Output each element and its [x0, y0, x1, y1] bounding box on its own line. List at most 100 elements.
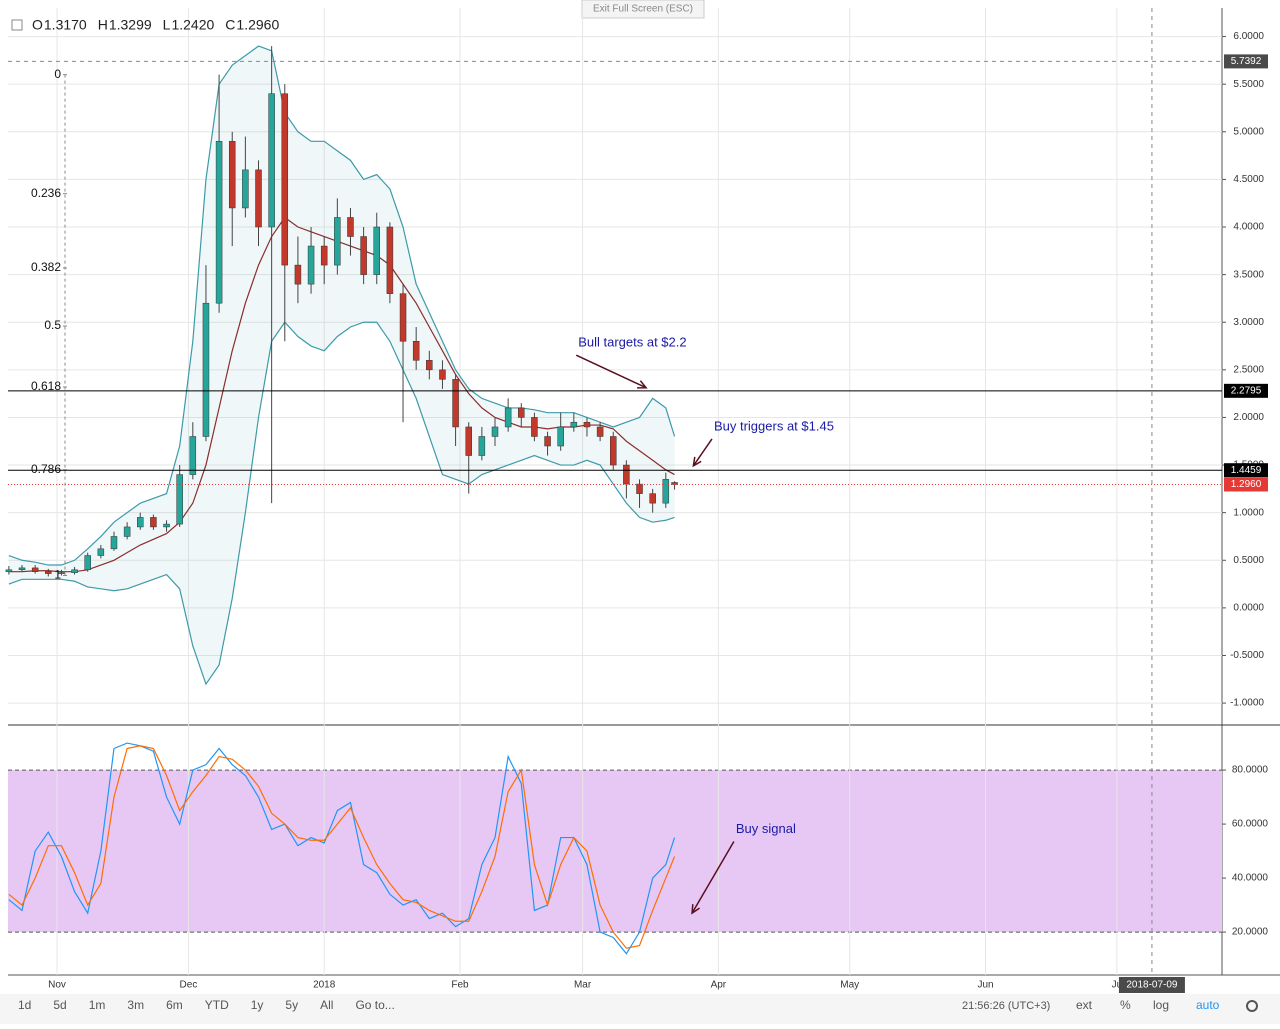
x-tick-label: Nov — [48, 980, 66, 991]
option-button[interactable]: ext — [1076, 998, 1093, 1012]
candle-body — [5, 569, 13, 572]
range-button[interactable]: 1m — [89, 998, 106, 1012]
fib-label: 1 — [54, 568, 61, 582]
y-tick-label: 0.0000 — [1233, 603, 1264, 614]
range-button[interactable]: 5d — [53, 998, 66, 1012]
candle-body — [426, 360, 433, 371]
price-badge — [1224, 54, 1268, 69]
x-tick-label: May — [840, 980, 859, 991]
candle-body — [399, 293, 407, 342]
y-tick-label: 4.5000 — [1233, 174, 1264, 185]
candle-body — [202, 302, 210, 437]
annotation: Bull targets at $2.2 — [578, 335, 686, 350]
stoch-band — [8, 770, 1222, 933]
candle-body — [281, 93, 289, 266]
y-tick-label: 20.0000 — [1232, 927, 1269, 938]
candle-body — [71, 569, 78, 573]
ohlc-value: 1.3170 — [44, 17, 87, 33]
range-button[interactable]: All — [320, 998, 333, 1012]
candle-body — [84, 555, 91, 571]
range-button[interactable]: 1d — [18, 998, 31, 1012]
option-button[interactable]: auto — [1196, 998, 1220, 1012]
x-tick-label: Jun — [977, 980, 993, 991]
candle-body — [215, 141, 223, 304]
candle-body — [439, 369, 446, 380]
x-tick-label: Feb — [451, 980, 469, 991]
candle-body — [31, 567, 39, 572]
candle-body — [609, 436, 617, 466]
annotation-arrow — [692, 438, 713, 467]
stoch-line — [8, 742, 676, 955]
candle-body — [478, 436, 486, 456]
fib-label: 0.382 — [31, 260, 61, 274]
ohlc-key: H — [98, 17, 108, 33]
price-badge-label: 1.4459 — [1231, 465, 1262, 476]
exit-fullscreen[interactable] — [581, 0, 705, 19]
candle-body — [228, 141, 236, 209]
candle-body — [360, 236, 367, 275]
candle-body — [504, 407, 512, 428]
option-button[interactable]: % — [1120, 998, 1131, 1012]
annotation: Buy signal — [736, 821, 796, 836]
candle-body — [452, 379, 459, 428]
range-button[interactable]: 5y — [285, 998, 298, 1012]
candle-body — [163, 523, 170, 528]
option-button[interactable]: log — [1153, 998, 1169, 1012]
y-tick-label: 6.0000 — [1233, 31, 1264, 42]
y-tick-label: 5.5000 — [1233, 79, 1264, 90]
y-tick-label: 3.0000 — [1233, 317, 1264, 328]
candle-body — [307, 245, 315, 285]
annotation-arrow — [575, 354, 647, 389]
range-button[interactable]: 1y — [251, 998, 264, 1012]
ohlc-key: L — [163, 17, 171, 33]
candle-body — [110, 536, 118, 550]
x-tick-label: 2018 — [313, 980, 336, 991]
fib-label: 0.5 — [44, 318, 61, 332]
candle-body — [176, 474, 183, 525]
candle-body — [662, 479, 670, 504]
annotation: Buy triggers at $1.45 — [714, 418, 834, 433]
candle-body — [255, 169, 262, 228]
range-button[interactable]: 6m — [166, 998, 183, 1012]
price-badge-label: 2.2795 — [1231, 385, 1262, 396]
candle-body — [347, 217, 354, 237]
ohlc-key: O — [32, 17, 43, 33]
price-badge — [1224, 463, 1268, 478]
y-tick-label: 40.0000 — [1232, 873, 1269, 884]
y-tick-label: 1.0000 — [1233, 507, 1264, 518]
candle-body — [583, 421, 591, 428]
ohlc-value: 1.3299 — [109, 17, 152, 33]
x-tick-label: Ju — [1112, 980, 1123, 991]
candle-body — [570, 421, 578, 428]
toolbar — [0, 994, 1280, 1024]
x-tick-label: Dec — [180, 980, 198, 991]
overlay-line — [8, 45, 676, 566]
candle-body — [18, 567, 26, 571]
price-badge — [1224, 477, 1268, 492]
y-tick-label: 5.0000 — [1233, 126, 1264, 137]
overlay-line — [8, 321, 675, 686]
candle-body — [623, 464, 630, 485]
range-button[interactable]: Go to... — [355, 998, 394, 1012]
fib-label: 0.786 — [31, 462, 61, 476]
candle-body — [242, 169, 249, 209]
candle-body — [518, 407, 525, 418]
ohlc-key: C — [225, 17, 235, 33]
candle-body — [334, 217, 341, 266]
exit-fullscreen-label[interactable]: Exit Full Screen (ESC) — [593, 4, 693, 15]
x-tick-label: Apr — [711, 980, 727, 991]
candle-body — [150, 517, 157, 528]
y-tick-label: -1.0000 — [1230, 698, 1264, 709]
y-tick-label: 80.0000 — [1232, 765, 1269, 776]
settings-icon[interactable] — [1246, 1000, 1258, 1012]
candle-body — [320, 245, 328, 266]
price-badge-label: 5.7392 — [1231, 56, 1262, 67]
candle-body — [531, 417, 538, 437]
ohlc-value: 1.2960 — [236, 17, 279, 33]
y-tick-label: 2.5000 — [1233, 364, 1264, 375]
range-button[interactable]: 3m — [127, 998, 144, 1012]
collapse-btn[interactable] — [11, 19, 23, 31]
range-button[interactable]: YTD — [205, 998, 229, 1012]
candle-body — [97, 548, 105, 556]
